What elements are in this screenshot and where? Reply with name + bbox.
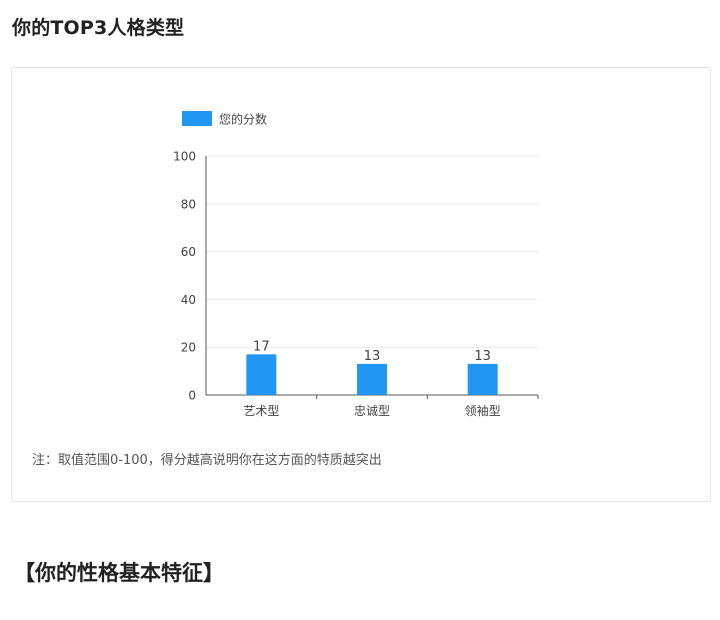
page-title: 你的TOP3人格类型 xyxy=(12,17,185,39)
x-tick-label: 领袖型 xyxy=(465,403,501,418)
bar-value-label: 13 xyxy=(474,349,491,364)
bar xyxy=(467,363,498,395)
bar-value-label: 17 xyxy=(253,339,270,354)
y-tick-label: 20 xyxy=(181,341,196,355)
chart-legend: 您的分数 xyxy=(182,111,267,127)
legend-swatch xyxy=(182,111,212,126)
chart-labels: 0 20 40 60 80 100 17 艺术型 13 忠诚型 13 领袖型 xyxy=(173,150,501,419)
bar xyxy=(246,354,277,395)
chart-note: 注：取值范围0-100，得分越高说明你在这方面的特质越突出 xyxy=(32,453,382,468)
x-tick-label: 忠诚型 xyxy=(354,404,390,418)
chart-card: 您的分数 0 20 40 60 80 100 17 艺术型 13 忠诚型 13 领袖型 注：取值范围0… xyxy=(11,67,711,502)
y-tick-label: 100 xyxy=(173,150,196,164)
bar-chart: 您的分数 0 20 40 60 80 100 17 艺术型 13 忠诚型 13 领袖型 xyxy=(173,111,539,419)
chart-gridlines xyxy=(206,155,538,348)
y-tick-label: 60 xyxy=(181,245,196,259)
x-tick-label: 艺术型 xyxy=(243,404,279,418)
y-tick-label: 80 xyxy=(181,197,196,211)
y-tick-label: 0 xyxy=(188,389,196,403)
chart-bars xyxy=(246,354,498,395)
bar-value-label: 13 xyxy=(364,349,381,364)
legend-label: 您的分数 xyxy=(219,112,267,127)
y-tick-label: 40 xyxy=(181,293,196,307)
bar xyxy=(357,363,387,395)
traits-heading: 【你的性格基本特征】 xyxy=(14,561,224,585)
